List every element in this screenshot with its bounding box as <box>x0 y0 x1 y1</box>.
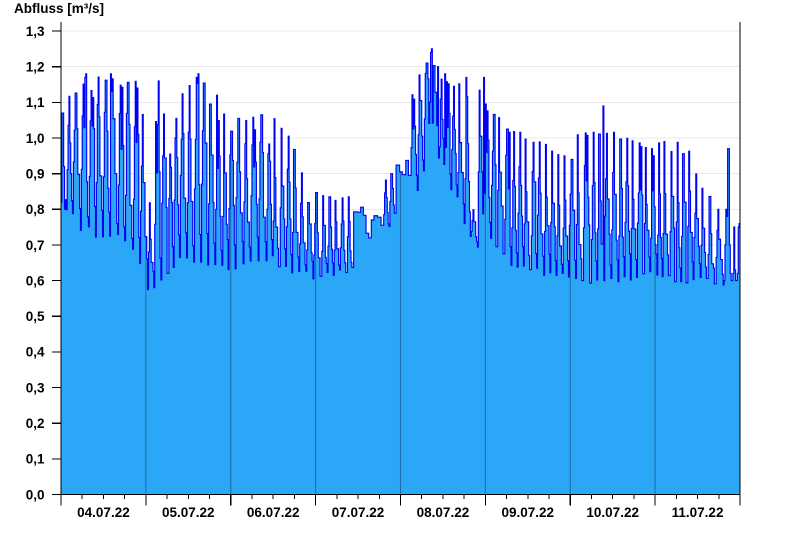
svg-text:1,3: 1,3 <box>26 24 45 39</box>
svg-text:0,7: 0,7 <box>26 238 45 253</box>
svg-text:05.07.22: 05.07.22 <box>162 505 215 520</box>
svg-text:0,4: 0,4 <box>26 345 45 360</box>
svg-text:0,1: 0,1 <box>26 452 45 467</box>
svg-text:0,3: 0,3 <box>26 380 45 395</box>
svg-text:0,6: 0,6 <box>26 273 45 288</box>
svg-text:Abfluss [m³/s]: Abfluss [m³/s] <box>14 1 104 16</box>
svg-text:1,0: 1,0 <box>26 131 45 146</box>
svg-text:06.07.22: 06.07.22 <box>247 505 300 520</box>
svg-text:11.07.22: 11.07.22 <box>672 505 724 520</box>
svg-text:07.07.22: 07.07.22 <box>332 505 385 520</box>
svg-text:09.07.22: 09.07.22 <box>502 505 555 520</box>
svg-text:0,8: 0,8 <box>26 202 45 217</box>
svg-text:1,1: 1,1 <box>26 95 45 110</box>
svg-text:10.07.22: 10.07.22 <box>586 505 639 520</box>
svg-text:04.07.22: 04.07.22 <box>77 505 130 520</box>
svg-text:0,2: 0,2 <box>26 416 45 431</box>
svg-text:0,0: 0,0 <box>26 487 45 502</box>
svg-text:0,5: 0,5 <box>26 309 45 324</box>
svg-text:0,9: 0,9 <box>26 166 45 181</box>
svg-text:08.07.22: 08.07.22 <box>417 505 470 520</box>
svg-text:1,2: 1,2 <box>26 60 45 75</box>
